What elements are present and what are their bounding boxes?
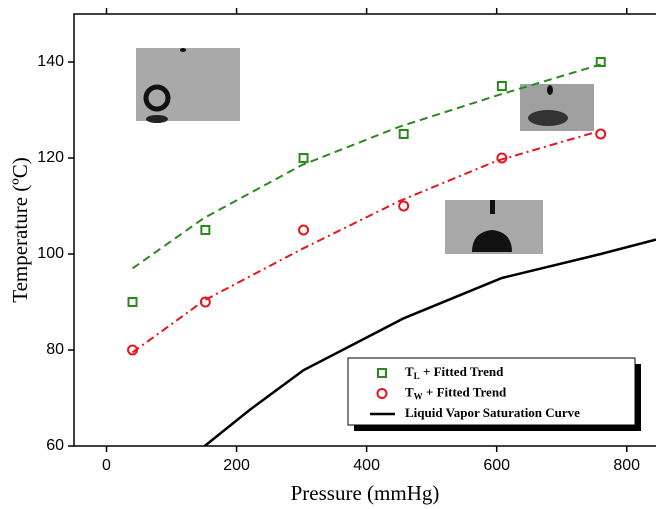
y-tick-label: 60 bbox=[46, 437, 64, 454]
data-point bbox=[398, 129, 409, 139]
legend-label: Liquid Vapor Saturation Curve bbox=[405, 405, 580, 420]
x-axis-title: Pressure (mmHg) bbox=[291, 481, 440, 505]
legend-label-part: L bbox=[414, 371, 420, 381]
legend-label-part: + Fitted Trend bbox=[423, 384, 507, 399]
legend-marker bbox=[376, 388, 388, 399]
legend-marker bbox=[377, 368, 387, 378]
data-point bbox=[127, 344, 139, 356]
y-tick-label: 120 bbox=[37, 149, 64, 166]
legend-box bbox=[347, 357, 636, 426]
x-tick-label: 800 bbox=[613, 457, 640, 474]
data-point bbox=[199, 296, 211, 308]
droplet bbox=[143, 84, 171, 112]
legend-label-part: + Fitted Trend bbox=[420, 364, 504, 379]
droplet bbox=[547, 85, 553, 95]
inset-images bbox=[136, 48, 594, 254]
data-point bbox=[298, 224, 310, 236]
droplet bbox=[490, 200, 495, 214]
data-point bbox=[595, 57, 606, 67]
data-point bbox=[200, 225, 211, 235]
droplet bbox=[472, 230, 512, 252]
droplet bbox=[528, 110, 568, 126]
data-point bbox=[496, 81, 507, 91]
droplet bbox=[146, 115, 168, 123]
data-point bbox=[298, 153, 309, 163]
legend-label: TW + Fitted Trend bbox=[405, 384, 507, 401]
legend-label: TL + Fitted Trend bbox=[405, 364, 504, 381]
x-tick-label: 600 bbox=[483, 457, 510, 474]
droplet bbox=[180, 48, 186, 52]
x-tick-label: 400 bbox=[353, 457, 380, 474]
data-point bbox=[595, 128, 607, 140]
y-tick-label: 140 bbox=[37, 53, 64, 70]
x-tick-label: 200 bbox=[223, 457, 250, 474]
legend-label-part: T bbox=[405, 384, 414, 399]
legend-label-part: T bbox=[405, 364, 414, 379]
fitted-trend bbox=[131, 63, 602, 270]
data-point bbox=[496, 152, 508, 164]
y-axis-title: Temperature (ºC) bbox=[8, 157, 32, 303]
fitted-trend bbox=[131, 129, 602, 354]
data-point bbox=[398, 200, 410, 212]
legend-label-part: W bbox=[414, 392, 423, 402]
y-tick-label: 100 bbox=[37, 245, 64, 262]
curve bbox=[203, 238, 656, 446]
x-tick-label: 0 bbox=[102, 457, 111, 474]
y-tick-label: 80 bbox=[46, 341, 64, 358]
data-point bbox=[127, 297, 138, 307]
